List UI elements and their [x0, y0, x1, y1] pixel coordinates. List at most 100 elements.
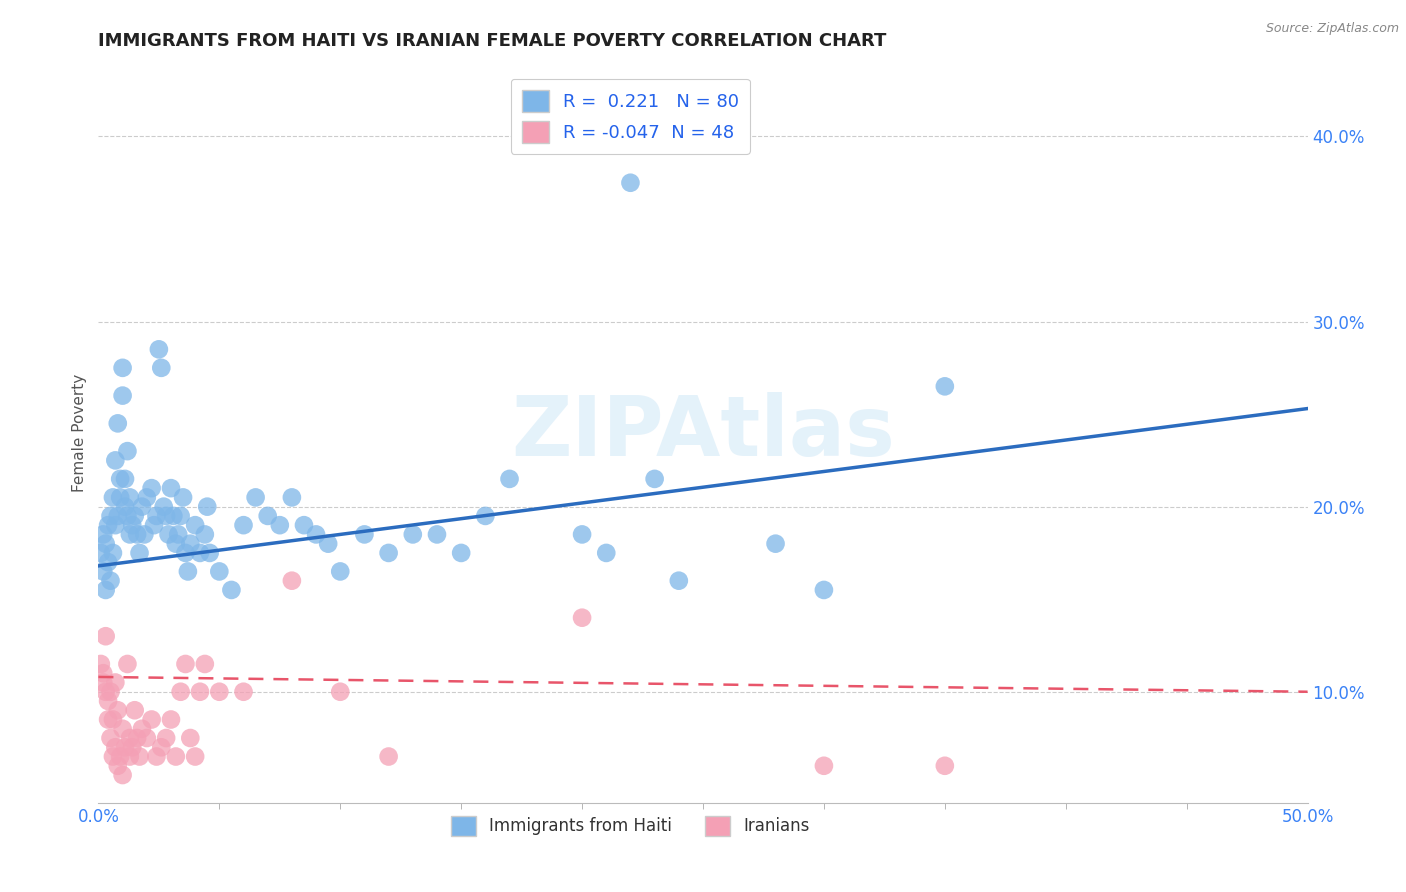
Point [644, 472, 666, 486]
Point [194, 657, 217, 671]
Point [114, 740, 136, 755]
Point [100, 574, 122, 588]
Point [157, 527, 180, 541]
Point [134, 527, 156, 541]
Point [169, 685, 191, 699]
Point [305, 527, 328, 541]
Point [208, 685, 231, 699]
Y-axis label: Female Poverty: Female Poverty [72, 374, 87, 491]
Point [498, 472, 520, 486]
Point [91, 527, 114, 541]
Point [145, 749, 167, 764]
Point [150, 740, 173, 755]
Point [813, 582, 835, 597]
Point [177, 565, 200, 579]
Point [100, 731, 122, 745]
Point [329, 685, 352, 699]
Point [94, 685, 117, 699]
Point [101, 491, 124, 505]
Point [152, 500, 174, 514]
Point [765, 536, 787, 550]
Point [813, 758, 835, 772]
Point [118, 731, 141, 745]
Point [316, 536, 339, 550]
Point [155, 508, 177, 523]
Point [127, 731, 149, 745]
Point [188, 685, 211, 699]
Point [124, 508, 146, 523]
Point [619, 176, 641, 190]
Point [474, 508, 496, 523]
Legend: Immigrants from Haiti, Iranians: Immigrants from Haiti, Iranians [444, 809, 817, 843]
Point [165, 749, 187, 764]
Point [135, 731, 157, 745]
Point [94, 629, 117, 643]
Point [141, 481, 163, 495]
Point [184, 749, 207, 764]
Point [198, 546, 221, 560]
Point [97, 518, 120, 533]
Point [281, 574, 304, 588]
Point [195, 500, 218, 514]
Point [143, 518, 166, 533]
Point [111, 768, 134, 782]
Point [124, 703, 146, 717]
Point [232, 685, 254, 699]
Point [668, 574, 690, 588]
Point [104, 740, 127, 755]
Point [232, 518, 254, 533]
Point [150, 360, 173, 375]
Point [114, 472, 136, 486]
Point [450, 546, 472, 560]
Point [174, 546, 197, 560]
Point [111, 722, 134, 736]
Point [135, 491, 157, 505]
Point [162, 508, 184, 523]
Point [100, 508, 122, 523]
Point [595, 546, 617, 560]
Point [108, 491, 131, 505]
Point [117, 657, 139, 671]
Point [121, 740, 143, 755]
Point [329, 565, 352, 579]
Point [165, 536, 187, 550]
Point [141, 713, 163, 727]
Point [118, 749, 141, 764]
Point [91, 675, 114, 690]
Point [91, 666, 114, 681]
Point [145, 508, 167, 523]
Point [571, 527, 593, 541]
Point [90, 546, 112, 560]
Point [934, 379, 956, 393]
Point [101, 749, 124, 764]
Point [131, 500, 153, 514]
Point [208, 565, 231, 579]
Point [179, 731, 201, 745]
Point [353, 527, 375, 541]
Point [107, 758, 129, 772]
Point [160, 481, 183, 495]
Point [97, 694, 120, 708]
Point [118, 527, 141, 541]
Point [292, 518, 315, 533]
Point [128, 749, 150, 764]
Text: ZIPAtlas: ZIPAtlas [510, 392, 896, 473]
Point [269, 518, 291, 533]
Point [117, 508, 139, 523]
Point [101, 713, 124, 727]
Point [184, 518, 207, 533]
Point [91, 565, 114, 579]
Point [94, 536, 117, 550]
Point [377, 749, 399, 764]
Point [111, 360, 134, 375]
Point [167, 527, 190, 541]
Point [172, 491, 194, 505]
Point [104, 675, 127, 690]
Point [934, 758, 956, 772]
Point [107, 508, 129, 523]
Point [117, 444, 139, 458]
Point [114, 500, 136, 514]
Point [245, 491, 267, 505]
Point [169, 508, 191, 523]
Point [111, 389, 134, 403]
